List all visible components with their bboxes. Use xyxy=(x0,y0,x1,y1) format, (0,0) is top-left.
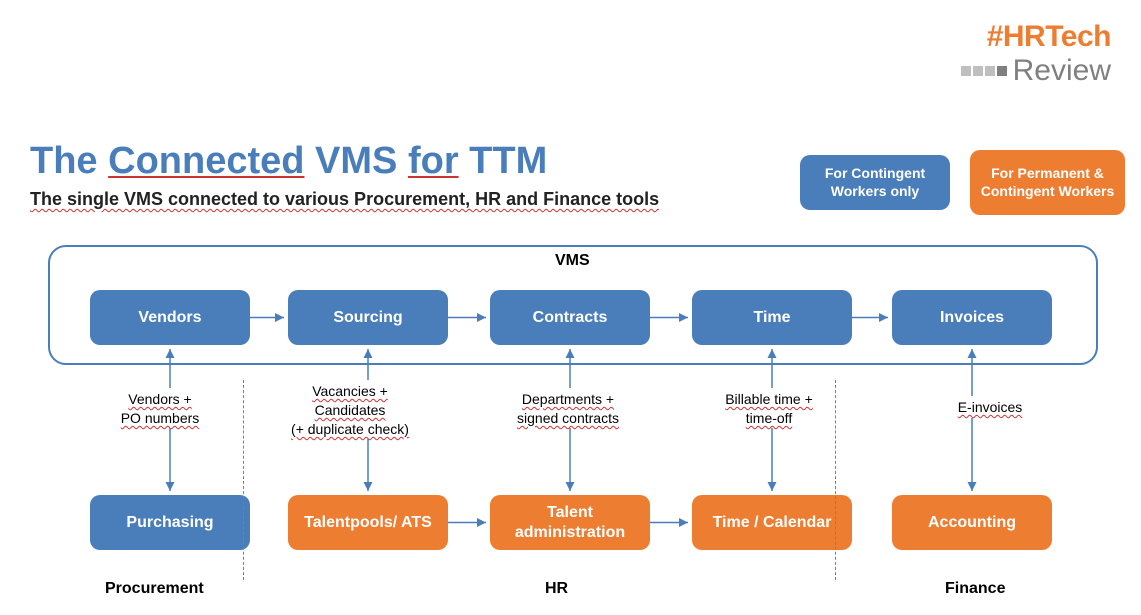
box-timecal: Time / Calendar xyxy=(692,495,852,550)
connection-label-2: Departments +signed contracts xyxy=(478,390,658,428)
box-time: Time xyxy=(692,290,852,345)
box-invoices: Invoices xyxy=(892,290,1052,345)
box-accounting: Accounting xyxy=(892,495,1052,550)
connection-label-0: Vendors +PO numbers xyxy=(100,390,220,428)
box-ats: Talentpools/ ATS xyxy=(288,495,448,550)
box-contracts: Contracts xyxy=(490,290,650,345)
diagram-canvas: #HRTech Review The Connected VMS for TTM… xyxy=(0,0,1141,615)
connection-label-3: Billable time +time-off xyxy=(694,390,844,428)
page-title: The Connected VMS for TTM xyxy=(30,140,659,183)
box-sourcing: Sourcing xyxy=(288,290,448,345)
logo-bottom: Review xyxy=(961,54,1111,88)
logo-bottom-text: Review xyxy=(1013,54,1111,88)
legend-contingent: For Contingent Workers only xyxy=(800,155,950,210)
connection-label-4: E-invoices xyxy=(930,398,1050,417)
page-subtitle: The single VMS connected to various Proc… xyxy=(30,189,659,210)
logo-top-text: #HRTech xyxy=(961,20,1111,54)
category-hr: HR xyxy=(545,580,568,598)
box-talentadmin: Talent administration xyxy=(490,495,650,550)
box-purchasing: Purchasing xyxy=(90,495,250,550)
category-finance: Finance xyxy=(945,580,1005,598)
logo: #HRTech Review xyxy=(961,20,1111,88)
title-block: The Connected VMS for TTM The single VMS… xyxy=(30,140,659,210)
legend-permanent: For Permanent & Contingent Workers xyxy=(970,150,1125,215)
box-vendors: Vendors xyxy=(90,290,250,345)
separator-hr-finance xyxy=(835,380,836,580)
category-procurement: Procurement xyxy=(105,580,204,598)
separator-procurement-hr xyxy=(243,380,244,580)
vms-label: VMS xyxy=(555,252,590,270)
logo-squares-icon xyxy=(961,66,1007,76)
connection-label-1: Vacancies +Candidates(+ duplicate check) xyxy=(270,382,430,439)
